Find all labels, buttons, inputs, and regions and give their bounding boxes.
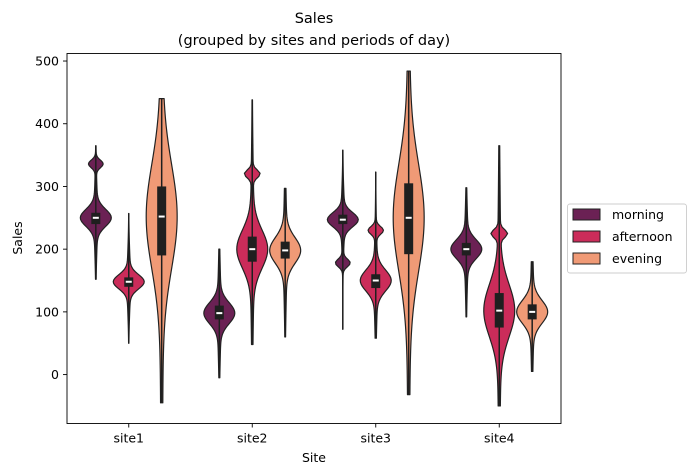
legend-swatch-morning xyxy=(572,208,601,221)
median-marker-afternoon-site4 xyxy=(496,309,503,312)
y-tick-label-400: 400 xyxy=(35,116,59,131)
y-axis-label: Sales xyxy=(10,221,25,254)
y-tick-label-0: 0 xyxy=(51,367,59,382)
y-tick-label-100: 100 xyxy=(35,304,59,319)
iqr-box-evening-site1 xyxy=(157,186,167,256)
legend-label-evening: evening xyxy=(612,251,662,266)
chart-subtitle: (grouped by sites and periods of day) xyxy=(178,33,450,49)
y-tick-label-300: 300 xyxy=(35,179,59,194)
legend-label-morning: morning xyxy=(612,207,664,222)
x-tick-label-site4: site4 xyxy=(484,431,515,446)
x-tick-label-site1: site1 xyxy=(113,431,144,446)
chart-title: Sales xyxy=(295,11,334,27)
plot-area xyxy=(79,70,549,407)
plot-frame xyxy=(66,53,562,424)
median-marker-afternoon-site1 xyxy=(125,280,132,283)
median-marker-morning-site1 xyxy=(92,216,99,219)
x-tick-label-site2: site2 xyxy=(237,431,268,446)
median-marker-afternoon-site2 xyxy=(249,248,256,251)
legend-label-afternoon: afternoon xyxy=(612,229,673,244)
median-marker-morning-site4 xyxy=(463,248,470,251)
legend-swatch-evening xyxy=(572,252,601,265)
x-axis-label: Site xyxy=(302,450,326,465)
y-tick-label-200: 200 xyxy=(35,242,59,257)
median-marker-evening-site3 xyxy=(405,216,412,219)
y-tick-label-500: 500 xyxy=(35,54,59,69)
legend: morning afternoon evening xyxy=(567,203,687,274)
legend-swatch-afternoon xyxy=(572,230,601,243)
y-axis: 0 100 200 300 400 500 xyxy=(35,54,67,382)
x-axis: site1 site2 site3 site4 xyxy=(113,423,515,446)
median-marker-evening-site2 xyxy=(282,249,289,252)
median-marker-morning-site2 xyxy=(216,312,223,315)
median-marker-afternoon-site3 xyxy=(372,279,379,282)
x-tick-label-site3: site3 xyxy=(360,431,391,446)
median-marker-morning-site3 xyxy=(339,218,346,221)
median-marker-evening-site1 xyxy=(158,215,165,218)
median-marker-evening-site4 xyxy=(529,310,536,313)
